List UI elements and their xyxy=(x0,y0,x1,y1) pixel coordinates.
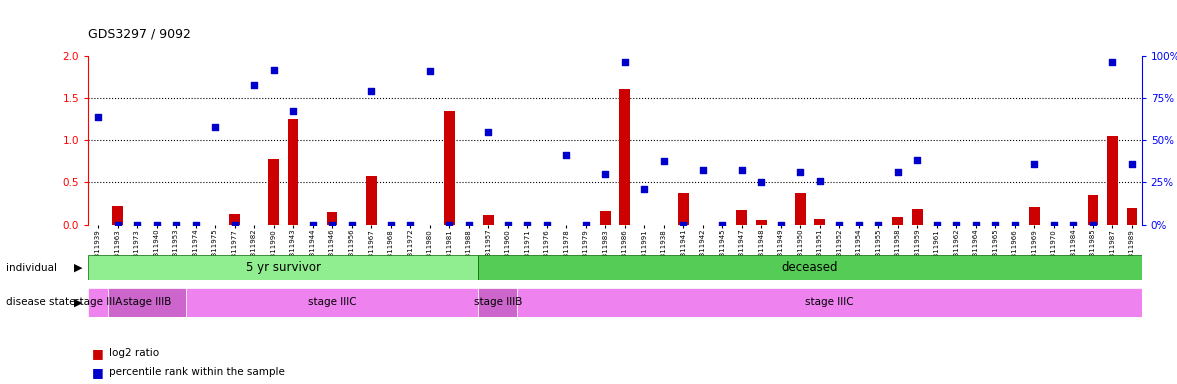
Text: stage IIIA: stage IIIA xyxy=(74,297,122,308)
Bar xyxy=(1029,207,1039,225)
Point xyxy=(420,68,439,74)
Bar xyxy=(756,220,766,225)
Point xyxy=(927,222,946,228)
Point xyxy=(947,222,966,228)
Bar xyxy=(444,111,454,225)
Point xyxy=(850,222,869,228)
Point xyxy=(771,222,790,228)
Bar xyxy=(1126,208,1137,225)
Point xyxy=(147,222,166,228)
Point xyxy=(479,129,498,135)
Bar xyxy=(88,255,478,280)
Point xyxy=(381,222,400,228)
Text: log2 ratio: log2 ratio xyxy=(109,348,160,358)
Point xyxy=(654,158,673,164)
Bar xyxy=(1088,195,1098,225)
Bar xyxy=(814,219,825,225)
Point xyxy=(577,222,596,228)
Point xyxy=(245,82,264,88)
Text: stage IIIC: stage IIIC xyxy=(308,297,357,308)
Text: ▶: ▶ xyxy=(74,297,82,308)
Point xyxy=(440,222,459,228)
Point xyxy=(88,114,107,121)
Text: ■: ■ xyxy=(92,347,104,360)
Point xyxy=(537,222,556,228)
Text: deceased: deceased xyxy=(782,262,838,274)
Text: ■: ■ xyxy=(92,366,104,379)
Point xyxy=(108,222,127,228)
Bar xyxy=(678,192,689,225)
Point xyxy=(907,157,926,163)
Bar xyxy=(892,217,903,225)
Bar xyxy=(108,288,186,317)
Bar xyxy=(287,119,299,225)
Point xyxy=(1084,222,1103,228)
Bar xyxy=(518,288,1142,317)
Text: individual: individual xyxy=(6,263,56,273)
Point xyxy=(889,169,907,175)
Point xyxy=(732,167,751,173)
Point xyxy=(343,222,361,228)
Text: ▶: ▶ xyxy=(74,263,82,273)
Point xyxy=(557,152,576,159)
Point xyxy=(752,179,771,185)
Point xyxy=(206,124,225,131)
Bar xyxy=(478,288,518,317)
Point xyxy=(869,222,887,228)
Text: GDS3297 / 9092: GDS3297 / 9092 xyxy=(88,27,191,40)
Bar xyxy=(600,211,611,225)
Bar xyxy=(483,215,493,225)
Bar xyxy=(327,212,338,225)
Point xyxy=(361,88,380,94)
Text: stage IIIB: stage IIIB xyxy=(474,297,523,308)
Bar xyxy=(230,214,240,225)
Point xyxy=(225,222,244,228)
Bar xyxy=(112,206,122,225)
Text: disease state: disease state xyxy=(6,297,75,308)
Text: 5 yr survivor: 5 yr survivor xyxy=(246,262,321,274)
Point xyxy=(127,222,146,228)
Point xyxy=(966,222,985,228)
Point xyxy=(1005,222,1024,228)
Point xyxy=(284,108,302,114)
Bar xyxy=(186,288,478,317)
Point xyxy=(693,167,712,173)
Text: stage IIIC: stage IIIC xyxy=(805,297,853,308)
Point xyxy=(713,222,732,228)
Point xyxy=(830,222,849,228)
Bar xyxy=(737,210,747,225)
Text: stage IIIB: stage IIIB xyxy=(122,297,171,308)
Bar xyxy=(88,288,108,317)
Point xyxy=(186,222,205,228)
Bar xyxy=(366,175,377,225)
Point xyxy=(322,222,341,228)
Point xyxy=(986,222,1005,228)
Point xyxy=(811,178,830,184)
Text: percentile rank within the sample: percentile rank within the sample xyxy=(109,367,285,377)
Bar xyxy=(1108,136,1118,225)
Point xyxy=(1123,161,1142,167)
Bar xyxy=(619,89,630,225)
Bar xyxy=(268,159,279,225)
Point xyxy=(674,222,693,228)
Point xyxy=(791,169,810,175)
Point xyxy=(167,222,186,228)
Point xyxy=(498,222,517,228)
Bar xyxy=(912,209,923,225)
Point xyxy=(634,186,653,192)
Point xyxy=(1044,222,1063,228)
Point xyxy=(616,60,634,66)
Point xyxy=(264,67,282,73)
Point xyxy=(1103,60,1122,66)
Bar xyxy=(794,192,806,225)
Point xyxy=(518,222,537,228)
Bar xyxy=(478,255,1142,280)
Point xyxy=(1025,161,1044,167)
Point xyxy=(1064,222,1083,228)
Point xyxy=(596,171,614,177)
Point xyxy=(459,222,478,228)
Point xyxy=(400,222,419,228)
Point xyxy=(304,222,322,228)
